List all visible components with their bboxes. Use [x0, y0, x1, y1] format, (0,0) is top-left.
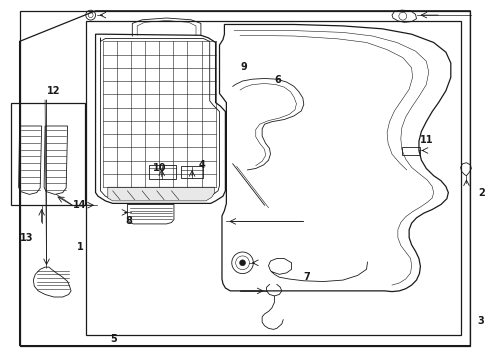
Text: 13: 13: [20, 233, 33, 243]
Text: 2: 2: [478, 188, 485, 198]
Bar: [181, 166, 203, 178]
Bar: [149, 165, 176, 179]
Text: 11: 11: [420, 135, 434, 145]
Text: 5: 5: [110, 334, 117, 345]
Text: 9: 9: [240, 62, 247, 72]
Text: 4: 4: [198, 160, 205, 170]
Polygon shape: [108, 187, 215, 201]
Text: 12: 12: [47, 86, 60, 96]
Text: 10: 10: [153, 163, 167, 174]
Bar: [402, 147, 420, 155]
Text: 3: 3: [478, 316, 485, 327]
Bar: [11, 103, 85, 205]
Text: 6: 6: [274, 75, 281, 85]
Text: 14: 14: [73, 200, 86, 210]
Text: 7: 7: [304, 272, 311, 282]
Circle shape: [240, 260, 245, 266]
Text: 8: 8: [125, 216, 132, 226]
Text: 1: 1: [76, 242, 83, 252]
